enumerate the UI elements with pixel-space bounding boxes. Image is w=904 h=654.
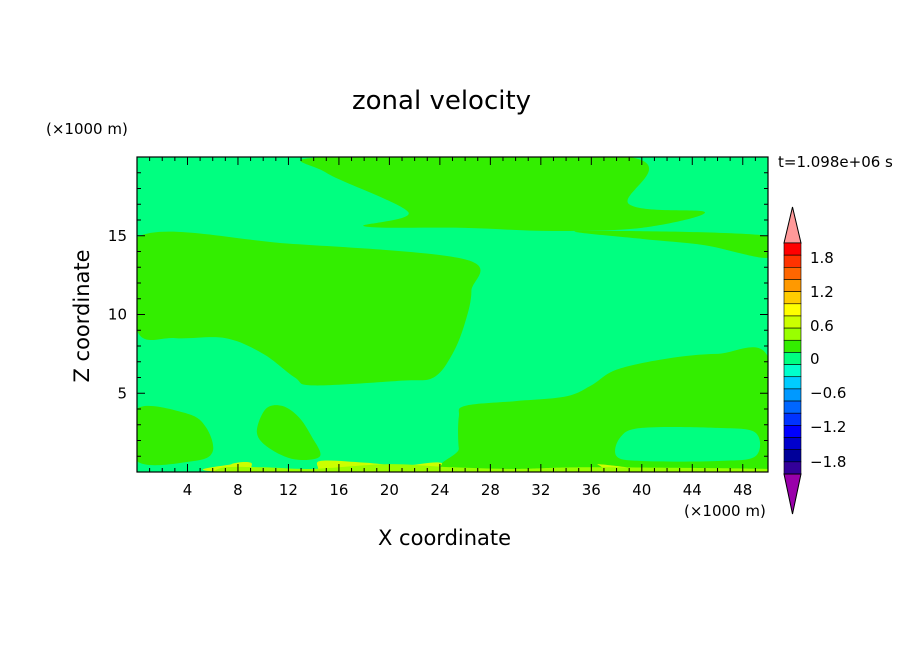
colorbar-swatch	[783, 388, 802, 402]
x-tick-label: 20	[380, 481, 399, 499]
colorbar-swatch	[783, 339, 802, 353]
colorbar-swatch	[783, 315, 802, 329]
colorbar-swatch	[783, 327, 802, 341]
colorbar-swatch	[783, 437, 802, 450]
x-tick-label: 24	[430, 481, 449, 499]
colorbar-swatch	[783, 352, 802, 365]
y-unit-label: (×1000 m)	[46, 120, 128, 138]
x-tick-label: 48	[733, 481, 752, 499]
colorbar-swatch	[783, 254, 802, 268]
x-tick-label: 28	[481, 481, 500, 499]
x-tick-label: 8	[233, 481, 243, 499]
contour-regions	[137, 157, 768, 472]
colorbar-swatch	[783, 376, 802, 390]
colorbar-swatch	[783, 291, 802, 305]
colorbar-swatch	[783, 412, 802, 426]
y-tick-label: 15	[108, 227, 127, 245]
x-tick-label: 32	[531, 481, 550, 499]
contour-region-4	[137, 405, 214, 466]
colorbar-swatch	[783, 461, 802, 475]
x-tick-label: 4	[183, 481, 193, 499]
x-tick-label: 40	[632, 481, 651, 499]
colorbar-bottom-arrow	[783, 473, 802, 515]
colorbar-swatch	[783, 242, 802, 256]
x-tick-label: 36	[582, 481, 601, 499]
colorbar-swatch	[783, 364, 802, 378]
contour-region-2	[137, 231, 481, 386]
colorbar-label: 1.8	[810, 249, 834, 267]
colorbar-swatch	[783, 425, 802, 438]
contour-region-6	[615, 426, 761, 462]
y-tick-label: 5	[117, 384, 127, 402]
y-tick-label: 10	[108, 306, 127, 324]
contour-region-0	[300, 157, 705, 231]
colorbar-swatch	[783, 449, 802, 463]
colorbar-label: −0.6	[810, 384, 846, 402]
x-tick-label: 12	[279, 481, 298, 499]
colorbar-top-arrow	[783, 206, 802, 244]
chart-title: zonal velocity	[352, 86, 532, 116]
colorbar-label: −1.8	[810, 453, 846, 471]
x-unit-label: (×1000 m)	[684, 502, 766, 520]
colorbar-swatch	[783, 400, 802, 414]
colorbar-label: 0.6	[810, 317, 834, 335]
colorbar-label: −1.2	[810, 418, 846, 436]
colorbar-label: 0	[810, 350, 820, 368]
colorbar-label: 1.2	[810, 283, 834, 301]
x-tick-label: 44	[683, 481, 702, 499]
colorbar-swatch	[783, 303, 802, 317]
colorbar	[783, 206, 802, 515]
colorbar-swatch	[783, 279, 802, 292]
contour-region-1	[574, 230, 768, 258]
colorbar-swatch	[783, 267, 802, 280]
x-axis-label: X coordinate	[378, 526, 512, 550]
time-label: t=1.098e+06 s	[778, 153, 893, 171]
contour-region-5	[256, 405, 321, 461]
x-tick-label: 16	[329, 481, 348, 499]
